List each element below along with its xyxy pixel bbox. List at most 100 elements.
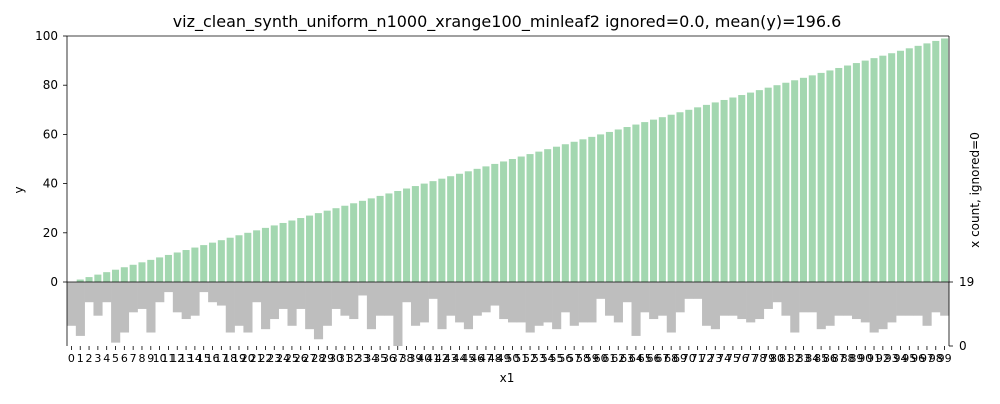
value-bar [905, 48, 913, 282]
x-tick-label: 9 [147, 352, 154, 365]
count-bar [649, 282, 659, 320]
x-tick-label: 45 [461, 352, 475, 365]
x-tick-label: 65 [638, 352, 652, 365]
count-bar [366, 282, 376, 330]
count-bar [199, 282, 209, 293]
count-bar [772, 282, 782, 303]
x-tick-label: 48 [488, 352, 502, 365]
count-bar [340, 282, 350, 316]
x-tick-label: 74 [717, 352, 731, 365]
x-tick-label: 36 [382, 352, 396, 365]
x-tick-label: 73 [708, 352, 722, 365]
value-bar [738, 95, 746, 282]
count-bar [446, 282, 456, 316]
x-tick-label: 0 [68, 352, 75, 365]
x-tick-label: 83 [796, 352, 810, 365]
x-tick-label: 95 [902, 352, 916, 365]
count-bar [208, 282, 218, 303]
x-tick-label: 11 [161, 352, 175, 365]
value-bar [711, 102, 719, 282]
count-bar [287, 282, 297, 326]
count-bar [410, 282, 421, 326]
x-tick-label: 52 [523, 352, 537, 365]
x-tick-label: 60 [594, 352, 608, 365]
x-tick-label: 35 [373, 352, 387, 365]
x-tick-label: 51 [514, 352, 528, 365]
value-bar [702, 104, 710, 282]
count-bar [878, 282, 888, 330]
count-bar [349, 282, 359, 320]
count-bar [790, 282, 800, 333]
value-bar [641, 122, 649, 282]
count-bar [463, 282, 474, 330]
count-bar [146, 282, 156, 333]
count-bar [587, 282, 597, 323]
count-bar [560, 282, 571, 313]
value-bar [350, 203, 358, 282]
count-bar [172, 282, 182, 313]
x-tick-label: 81 [779, 352, 793, 365]
value-bar [720, 99, 728, 283]
count-bar [102, 282, 112, 303]
x-tick-label: 59 [585, 352, 599, 365]
value-bar [447, 176, 455, 282]
value-bar [429, 181, 437, 282]
value-bar [755, 90, 763, 283]
count-bar [543, 282, 553, 323]
value-bar [685, 109, 693, 282]
count-bar [402, 282, 412, 303]
x-tick-label: 24 [276, 352, 290, 365]
count-bar [190, 282, 200, 316]
value-bar [588, 136, 596, 282]
count-bar [261, 282, 271, 330]
count-bar [763, 282, 773, 309]
value-bar [103, 272, 111, 282]
count-bar [437, 282, 447, 330]
count-bar [67, 282, 77, 326]
count-bar [137, 282, 147, 309]
count-bar [490, 282, 500, 306]
x-tick-label: 55 [550, 352, 564, 365]
count-bar [816, 282, 826, 330]
count-bar [128, 282, 138, 313]
value-bar [482, 166, 490, 282]
value-bar [253, 230, 261, 282]
y-tick-label: 100 [35, 29, 58, 43]
x-tick-label: 78 [752, 352, 766, 365]
value-bar [438, 178, 446, 282]
x-tick-label: 93 [885, 352, 899, 365]
x-tick-label: 88 [841, 352, 855, 365]
x-tick-label: 82 [788, 352, 802, 365]
value-bar [597, 134, 605, 282]
value-bar [508, 159, 516, 282]
value-bar [535, 151, 543, 282]
count-bar [737, 282, 747, 320]
value-bar [164, 254, 172, 282]
x-tick-label: 80 [770, 352, 784, 365]
value-bar [817, 72, 825, 283]
value-bar [799, 77, 807, 282]
value-bar [747, 92, 755, 282]
count-bar [799, 282, 809, 313]
x-tick-label: 47 [479, 352, 493, 365]
x-tick-label: 85 [814, 352, 828, 365]
count-bar [296, 282, 306, 309]
value-bar [111, 269, 120, 282]
value-bar [500, 161, 508, 282]
value-bar [129, 264, 137, 282]
x-tick-label: 64 [629, 352, 643, 365]
count-bar [578, 282, 588, 323]
value-bar [667, 114, 675, 282]
x-tick-label: 2 [86, 352, 93, 365]
value-bar [147, 259, 155, 282]
count-bar [384, 282, 394, 316]
x-tick-label: 98 [929, 352, 943, 365]
count-bar [164, 282, 174, 293]
y-tick-label: 20 [43, 226, 58, 240]
x-tick-label: 22 [258, 352, 272, 365]
x-tick-label: 6 [121, 352, 128, 365]
x-tick-label: 19 [232, 352, 246, 365]
value-bar [270, 225, 278, 282]
x-tick-label: 27 [303, 352, 317, 365]
